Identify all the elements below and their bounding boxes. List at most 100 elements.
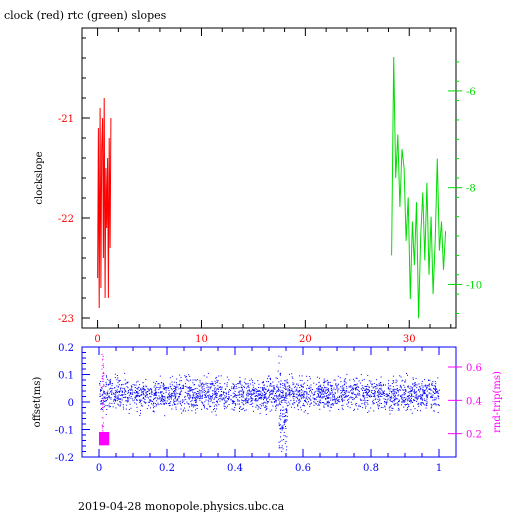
- offset-point: [431, 397, 433, 399]
- offset-point: [231, 388, 233, 390]
- top-plot-frame: [81, 27, 457, 329]
- offset-dip-point: [283, 439, 285, 440]
- offset-point: [281, 402, 283, 403]
- offset-point: [200, 389, 202, 391]
- offset-point: [366, 391, 367, 393]
- offset-point: [340, 381, 342, 383]
- offset-point: [272, 381, 274, 383]
- offset-point: [346, 403, 348, 405]
- offset-point: [241, 387, 243, 389]
- offset-spike-point: [279, 372, 281, 374]
- offset-point: [242, 396, 244, 398]
- offset-point: [150, 389, 152, 391]
- offset-point: [166, 387, 168, 389]
- offset-point: [162, 382, 164, 384]
- offset-point: [319, 401, 321, 403]
- offset-point: [388, 388, 390, 390]
- offset-point: [195, 396, 197, 398]
- offset-point: [130, 407, 132, 409]
- offset-point: [380, 406, 382, 408]
- offset-point: [174, 381, 176, 383]
- roundtrip-spike-point: [102, 407, 103, 408]
- offset-point: [142, 393, 144, 395]
- offset-point: [430, 403, 432, 405]
- offset-point: [364, 404, 366, 406]
- offset-point: [380, 392, 382, 394]
- offset-point: [397, 391, 399, 393]
- offset-point: [192, 379, 194, 381]
- offset-point: [157, 392, 159, 394]
- offset-point: [239, 381, 241, 383]
- offset-point: [246, 394, 248, 396]
- offset-point: [200, 390, 202, 392]
- offset-point: [238, 382, 240, 384]
- offset-point: [318, 403, 320, 405]
- offset-point: [386, 401, 388, 403]
- offset-point: [269, 410, 271, 412]
- offset-point: [364, 392, 366, 393]
- offset-point: [306, 393, 308, 394]
- offset-point: [111, 389, 113, 391]
- offset-point: [373, 402, 375, 404]
- offset-point: [237, 383, 239, 385]
- offset-point: [127, 397, 129, 398]
- offset-point: [203, 383, 205, 385]
- offset-point: [412, 377, 414, 379]
- offset-point: [228, 392, 230, 394]
- offset-point: [351, 387, 353, 389]
- offset-point: [104, 398, 106, 400]
- top-x-tick-label: 10: [195, 334, 208, 345]
- offset-point: [380, 395, 382, 397]
- offset-point: [380, 382, 382, 384]
- offset-dip-point: [278, 424, 280, 426]
- offset-point: [382, 407, 384, 409]
- offset-point: [314, 392, 316, 394]
- offset-dip-point: [286, 405, 288, 407]
- offset-point: [356, 393, 358, 395]
- offset-point: [346, 387, 348, 389]
- offset-point: [284, 380, 286, 382]
- offset-point: [341, 391, 343, 393]
- offset-point: [350, 397, 352, 399]
- offset-point: [279, 401, 281, 403]
- offset-point: [303, 395, 305, 397]
- offset-point: [109, 397, 111, 399]
- offset-point: [330, 399, 332, 401]
- offset-point: [261, 402, 263, 404]
- offset-point: [301, 386, 302, 388]
- roundtrip-spike-point: [103, 373, 105, 374]
- offset-point: [349, 397, 351, 399]
- offset-point: [399, 386, 401, 388]
- offset-point: [159, 385, 161, 387]
- offset-point: [123, 387, 125, 389]
- offset-point: [121, 391, 123, 393]
- offset-point: [227, 405, 228, 407]
- offset-point: [332, 395, 333, 397]
- offset-point: [175, 392, 177, 394]
- offset-point: [123, 408, 125, 410]
- offset-point: [351, 404, 353, 405]
- offset-point: [292, 404, 294, 406]
- offset-point: [314, 394, 315, 396]
- offset-point: [105, 397, 107, 399]
- offset-point: [272, 390, 274, 392]
- offset-point: [302, 404, 304, 406]
- offset-point: [237, 403, 239, 405]
- offset-point: [137, 395, 139, 397]
- offset-point: [199, 389, 200, 391]
- offset-point: [217, 389, 219, 390]
- offset-point: [422, 395, 424, 397]
- offset-point: [103, 403, 105, 405]
- offset-point: [220, 394, 222, 396]
- offset-point: [275, 399, 277, 401]
- offset-point: [387, 395, 389, 397]
- offset-point: [143, 387, 145, 389]
- offset-point: [389, 392, 390, 394]
- offset-point: [266, 408, 268, 410]
- offset-point: [381, 394, 383, 395]
- offset-point: [396, 388, 398, 390]
- offset-point: [252, 406, 254, 408]
- offset-point: [250, 393, 252, 395]
- offset-point: [431, 385, 433, 387]
- offset-point: [245, 409, 247, 411]
